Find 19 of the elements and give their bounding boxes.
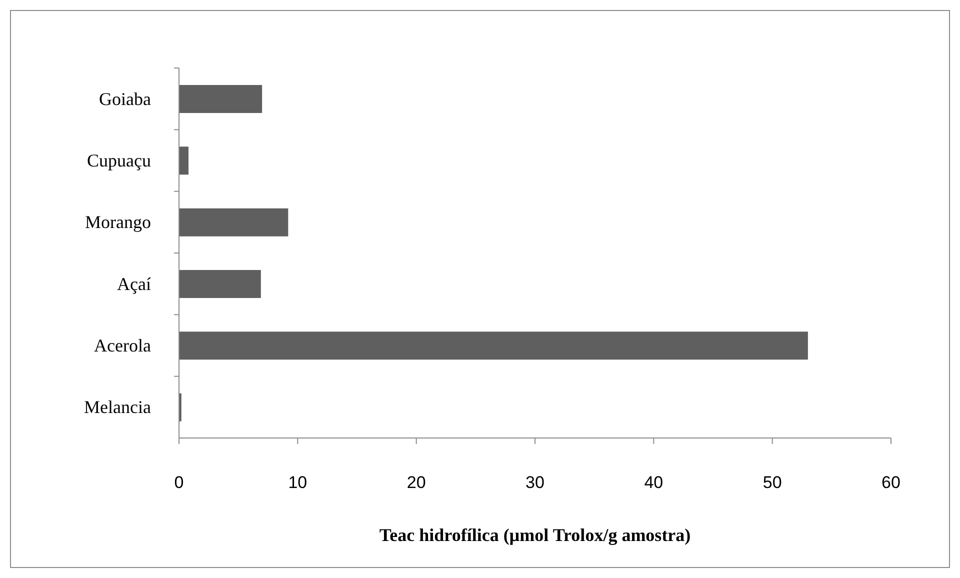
x-tick-label: 60 — [882, 473, 900, 492]
y-tick-label: Morango — [85, 212, 151, 232]
bar — [179, 332, 808, 360]
bar — [179, 208, 288, 236]
x-tick-label: 40 — [644, 473, 664, 492]
x-axis-title: Teac hidrofílica (µmol Trolox/g amostra) — [379, 525, 691, 545]
y-tick-label: Açaí — [117, 274, 151, 294]
bar — [179, 270, 261, 298]
bar — [179, 85, 262, 113]
bar — [179, 146, 188, 175]
y-tick-label: Acerola — [94, 336, 152, 356]
x-tick-label: 20 — [406, 473, 426, 492]
x-tick-label: 30 — [526, 473, 544, 492]
x-tick-label: 50 — [762, 473, 782, 492]
x-tick-label: 10 — [288, 473, 308, 492]
x-tick-label: 0 — [174, 473, 184, 492]
y-tick-label: Melancia — [84, 397, 152, 418]
y-tick-label: Cupuaçu — [87, 150, 151, 170]
y-tick-label: Goiaba — [99, 88, 152, 109]
